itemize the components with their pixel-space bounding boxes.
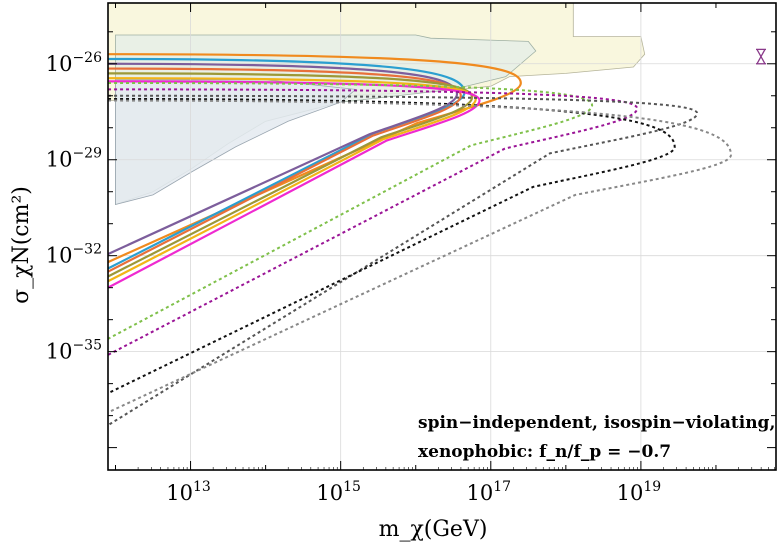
x-axis-label: m_χ(GeV) <box>379 517 488 542</box>
plot-frame <box>107 2 777 471</box>
annotation-line-1: spin−independent, isospin−violating, <box>418 413 775 433</box>
x-tick-label: 1019 <box>617 479 662 505</box>
series-curve-12 <box>108 99 732 414</box>
annotation-line-2: xenophobic: f_n/f_p = −0.7 <box>418 442 671 462</box>
x-tick-label: 1013 <box>166 479 211 505</box>
y-tick-labels: 10−26 10−29 10−32 10−35 <box>46 50 102 364</box>
series-curve-10 <box>108 94 699 427</box>
y-tick-label: 10−26 <box>46 50 102 76</box>
x-tick-labels: 1013 1015 1017 1019 <box>166 479 661 505</box>
y-tick-label: 10−32 <box>46 242 102 268</box>
series-curve-11 <box>108 97 676 395</box>
marker-group <box>755 48 766 65</box>
excluded-region-3 <box>115 79 357 206</box>
series-curve-7 <box>108 80 481 289</box>
series-curve-8 <box>108 81 594 340</box>
tick-marks <box>108 3 776 470</box>
x-tick-label: 1015 <box>316 479 361 505</box>
y-tick-label: 10−29 <box>46 146 102 172</box>
series-group <box>108 53 732 427</box>
y-tick-label: 10−35 <box>46 338 102 364</box>
x-tick-label: 1017 <box>467 479 512 505</box>
marker-diag-2 <box>756 49 766 65</box>
series-curve-9 <box>108 88 639 356</box>
y-axis-label: σ_χN(cm²) <box>9 186 34 304</box>
